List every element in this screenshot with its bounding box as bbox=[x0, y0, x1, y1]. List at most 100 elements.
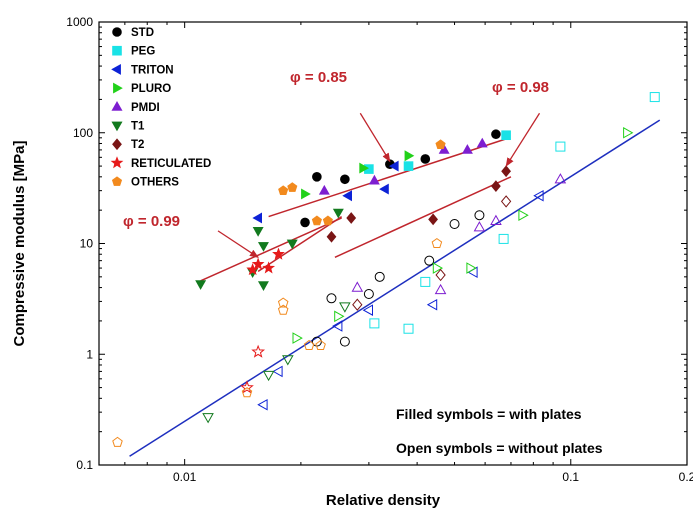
open-point-pmdi bbox=[434, 283, 447, 295]
fit-line bbox=[334, 176, 512, 259]
filled-point-pluro bbox=[301, 188, 311, 200]
legend-marker-reticulated bbox=[110, 156, 124, 169]
open-point-std bbox=[326, 293, 337, 304]
open-point-std bbox=[339, 336, 350, 347]
legend-label-others: OTHERS bbox=[131, 177, 179, 189]
filled-point-reticulated bbox=[272, 247, 285, 260]
open-point-triton bbox=[272, 365, 283, 378]
legend-label-t2: T2 bbox=[131, 139, 144, 151]
annotation-arrow bbox=[217, 230, 259, 258]
open-point-peg bbox=[555, 141, 566, 152]
open-point-std bbox=[374, 271, 385, 282]
annotation-arrow bbox=[505, 112, 541, 167]
open-point-peg bbox=[649, 92, 660, 103]
filled-point-reticulated bbox=[251, 257, 265, 270]
legend-label-triton: TRITON bbox=[131, 64, 174, 76]
open-point-t1 bbox=[339, 302, 351, 313]
filled-point-peg bbox=[403, 161, 414, 171]
open-point-reticulated bbox=[240, 380, 254, 394]
filled-point-others bbox=[435, 139, 446, 149]
open-point-pluro bbox=[292, 332, 303, 344]
filled-point-std bbox=[340, 174, 350, 185]
filled-point-others bbox=[287, 182, 298, 192]
legend-marker-t2 bbox=[112, 138, 122, 151]
open-point-peg bbox=[420, 276, 431, 287]
open-point-peg bbox=[403, 323, 414, 334]
filled-point-t2 bbox=[326, 230, 337, 243]
open-point-triton bbox=[332, 320, 343, 332]
open-point-reticulated bbox=[251, 344, 266, 358]
open-point-pluro bbox=[518, 209, 529, 222]
filled-point-others bbox=[311, 215, 322, 226]
open-point-pluro bbox=[334, 310, 345, 323]
plot-frame bbox=[98, 21, 688, 466]
filled-point-triton bbox=[379, 183, 389, 195]
filled-point-t1 bbox=[286, 239, 298, 250]
filled-point-t1 bbox=[332, 208, 344, 219]
open-point-triton bbox=[426, 298, 438, 311]
open-point-others bbox=[277, 304, 289, 315]
filled-point-pluro bbox=[404, 150, 415, 162]
filled-point-peg bbox=[501, 130, 511, 141]
fit-line bbox=[200, 217, 342, 282]
open-point-peg bbox=[369, 318, 380, 329]
y-tick-label: 0.1 bbox=[76, 458, 93, 472]
x-tick-label: 0.1 bbox=[562, 470, 579, 484]
plot-axes: 0.1 1 10 100 1000 0.01 0.1 0.2 bbox=[66, 15, 693, 484]
y-tick-label: 100 bbox=[73, 126, 93, 140]
filled-point-t1 bbox=[257, 281, 269, 292]
filled-point-triton bbox=[252, 212, 263, 224]
notes: Filled symbols = with plates Open symbols… bbox=[396, 406, 603, 456]
phi-annotation: φ = 0.85 bbox=[290, 69, 347, 86]
filled-point-pmdi bbox=[461, 144, 473, 154]
open-point-triton bbox=[362, 304, 373, 316]
open-point-pmdi bbox=[490, 214, 502, 225]
fit-line bbox=[129, 119, 661, 457]
x-tick-label: 0.01 bbox=[173, 470, 197, 484]
y-tick-label: 1000 bbox=[66, 15, 93, 29]
filled-point-pmdi bbox=[438, 144, 450, 154]
open-point-pluro bbox=[466, 262, 477, 274]
y-tick-label: 10 bbox=[80, 237, 94, 251]
open-point-std bbox=[424, 255, 435, 266]
open-point-std bbox=[449, 218, 460, 229]
filled-point-others bbox=[278, 185, 289, 195]
filled-point-others bbox=[322, 215, 333, 226]
open-point-t2 bbox=[500, 195, 512, 208]
legend-marker-pmdi bbox=[111, 100, 123, 111]
open-point-pmdi bbox=[473, 221, 486, 232]
legend-label-pmdi: PMDI bbox=[131, 102, 160, 114]
open-point-t1 bbox=[282, 355, 294, 366]
filled-point-std bbox=[312, 172, 322, 182]
open-point-others bbox=[241, 387, 253, 398]
open-point-others bbox=[431, 237, 443, 248]
open-point-others bbox=[315, 339, 326, 350]
open-point-t2 bbox=[352, 298, 363, 311]
y-tick-label: 1 bbox=[86, 347, 93, 361]
fit-line bbox=[257, 215, 343, 273]
legend-label-std: STD bbox=[131, 27, 154, 39]
plate-note: Open symbols = without plates bbox=[396, 440, 603, 456]
open-point-t1 bbox=[202, 413, 214, 424]
annotation-arrow bbox=[359, 112, 391, 163]
legend-label-reticulated: RETICULATED bbox=[131, 158, 211, 170]
filled-point-std bbox=[491, 129, 501, 140]
open-point-pmdi bbox=[554, 173, 567, 184]
legend: STD PEG TRITON PLURO PMDI T1 T2 RETICULATED OTHE… bbox=[110, 27, 211, 189]
open-point-others bbox=[303, 339, 315, 350]
legend-label-peg: PEG bbox=[131, 46, 155, 58]
phi-annotation: φ = 0.98 bbox=[492, 79, 549, 96]
filled-point-pmdi bbox=[318, 184, 330, 195]
open-point-pluro bbox=[623, 126, 634, 139]
open-point-pluro bbox=[432, 262, 444, 274]
open-point-peg bbox=[498, 233, 509, 244]
legend-label-t1: T1 bbox=[131, 121, 145, 133]
open-point-others bbox=[112, 436, 123, 447]
plate-note: Filled symbols = with plates bbox=[396, 406, 582, 422]
filled-point-t2 bbox=[428, 213, 438, 226]
data-markers bbox=[112, 92, 660, 447]
filled-point-t2 bbox=[346, 212, 357, 224]
x-tick-label: 0.2 bbox=[679, 470, 693, 484]
filled-point-pmdi bbox=[476, 137, 488, 148]
